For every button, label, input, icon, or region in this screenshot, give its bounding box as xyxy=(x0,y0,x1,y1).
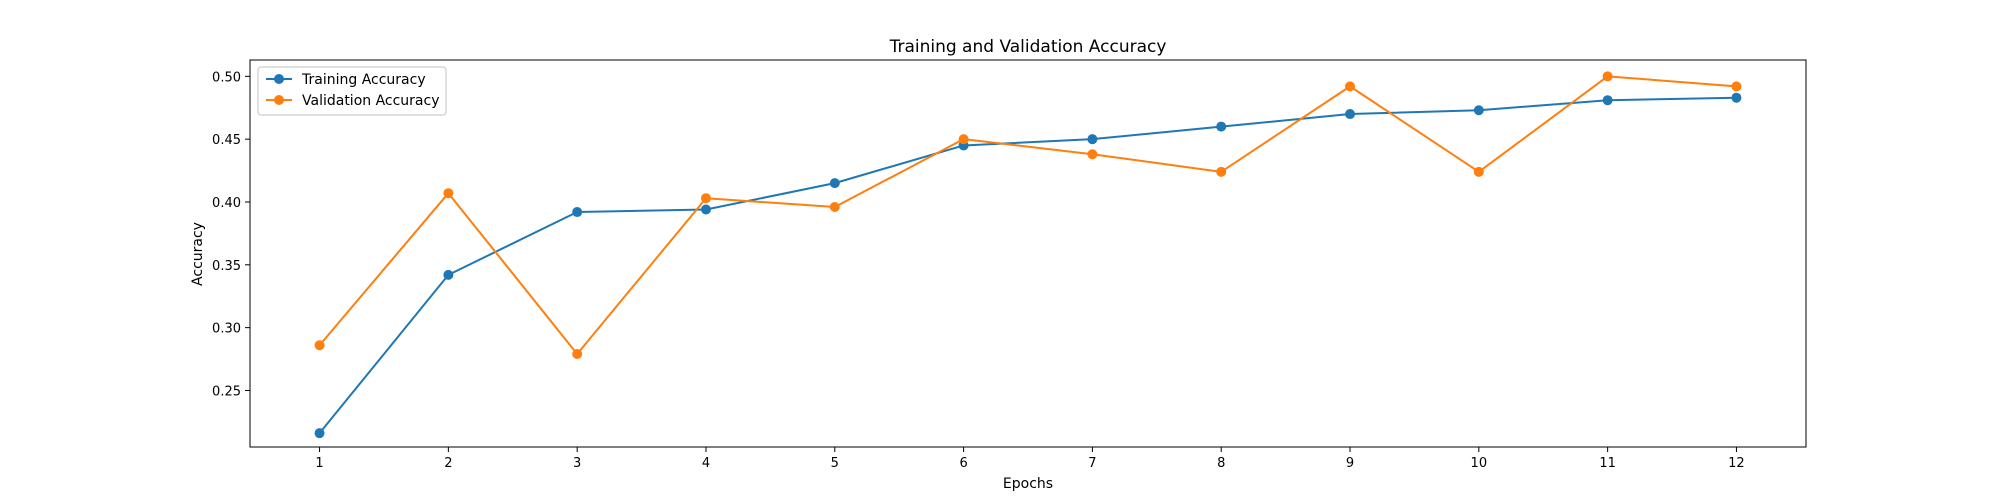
x-axis-label: Epochs xyxy=(1003,476,1053,492)
x-tick-label: 6 xyxy=(959,456,967,471)
y-axis-ticks: 0.25 0.30 0.35 0.40 0.45 0.50 xyxy=(212,70,250,399)
data-point-training xyxy=(1731,92,1742,103)
data-point-validation xyxy=(958,134,969,145)
data-point-validation xyxy=(1731,81,1742,92)
y-tick-label: 0.30 xyxy=(212,322,241,337)
y-tick-label: 0.50 xyxy=(212,70,241,85)
data-point-validation xyxy=(1602,71,1613,82)
plot-area-frame xyxy=(249,59,1807,448)
series-line-training xyxy=(318,96,1737,434)
y-tick-label: 0.45 xyxy=(212,133,241,148)
chart-title: Training and Validation Accuracy xyxy=(889,37,1167,57)
data-point-validation xyxy=(829,202,840,213)
data-point-validation xyxy=(700,193,711,204)
x-tick-label: 12 xyxy=(1728,456,1745,471)
x-tick-label: 10 xyxy=(1471,456,1488,471)
series-layer xyxy=(314,71,1742,439)
y-tick-label: 0.40 xyxy=(212,196,241,211)
x-tick-label: 9 xyxy=(1346,456,1354,471)
x-tick-label: 11 xyxy=(1599,456,1616,471)
data-point-validation xyxy=(443,188,454,199)
data-point-training xyxy=(314,428,325,439)
legend-label-validation: Validation Accuracy xyxy=(302,93,440,109)
y-tick-label: 0.35 xyxy=(212,259,241,274)
data-point-training xyxy=(572,207,583,218)
data-point-validation xyxy=(1087,149,1098,160)
legend-box xyxy=(257,66,447,116)
x-tick-label: 7 xyxy=(1088,456,1096,471)
x-tick-label: 4 xyxy=(702,456,710,471)
data-point-training xyxy=(1087,134,1098,145)
x-tick-label: 2 xyxy=(444,456,452,471)
legend: Training Accuracy Validation Accuracy xyxy=(257,66,447,116)
legend-marker-validation xyxy=(274,95,284,105)
series-line-validation xyxy=(318,75,1737,356)
data-point-training xyxy=(1216,121,1227,132)
data-point-training xyxy=(1602,95,1613,106)
data-point-validation xyxy=(1473,166,1484,177)
x-tick-label: 1 xyxy=(315,456,323,471)
data-point-training xyxy=(1473,105,1484,116)
y-axis-label: Accuracy xyxy=(190,222,206,286)
data-point-training xyxy=(443,269,454,280)
data-point-training xyxy=(700,204,711,215)
data-point-training xyxy=(1345,109,1356,120)
x-axis-ticks: 1 2 3 4 5 6 7 8 9 10 11 12 xyxy=(315,447,1745,471)
legend-label-training: Training Accuracy xyxy=(301,72,426,88)
data-point-validation xyxy=(314,340,325,351)
x-tick-label: 5 xyxy=(831,456,839,471)
y-tick-label: 0.25 xyxy=(212,384,241,399)
data-point-validation xyxy=(1345,81,1356,92)
data-point-validation xyxy=(572,349,583,360)
data-point-validation xyxy=(1216,166,1227,177)
legend-marker-training xyxy=(274,74,284,84)
data-point-training xyxy=(829,178,840,189)
x-tick-label: 3 xyxy=(573,456,581,471)
x-tick-label: 8 xyxy=(1217,456,1225,471)
